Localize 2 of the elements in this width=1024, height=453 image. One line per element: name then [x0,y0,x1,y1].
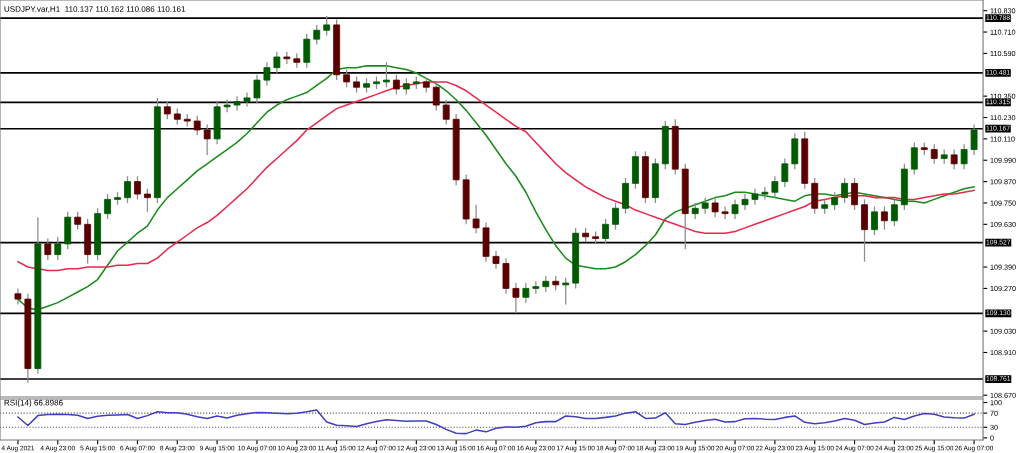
chart-title: RSI(14) 66.8986 [4,399,63,408]
text: USDJPY.var,H1 110.137 110.162 110.086 110.161 [4,6,186,13]
